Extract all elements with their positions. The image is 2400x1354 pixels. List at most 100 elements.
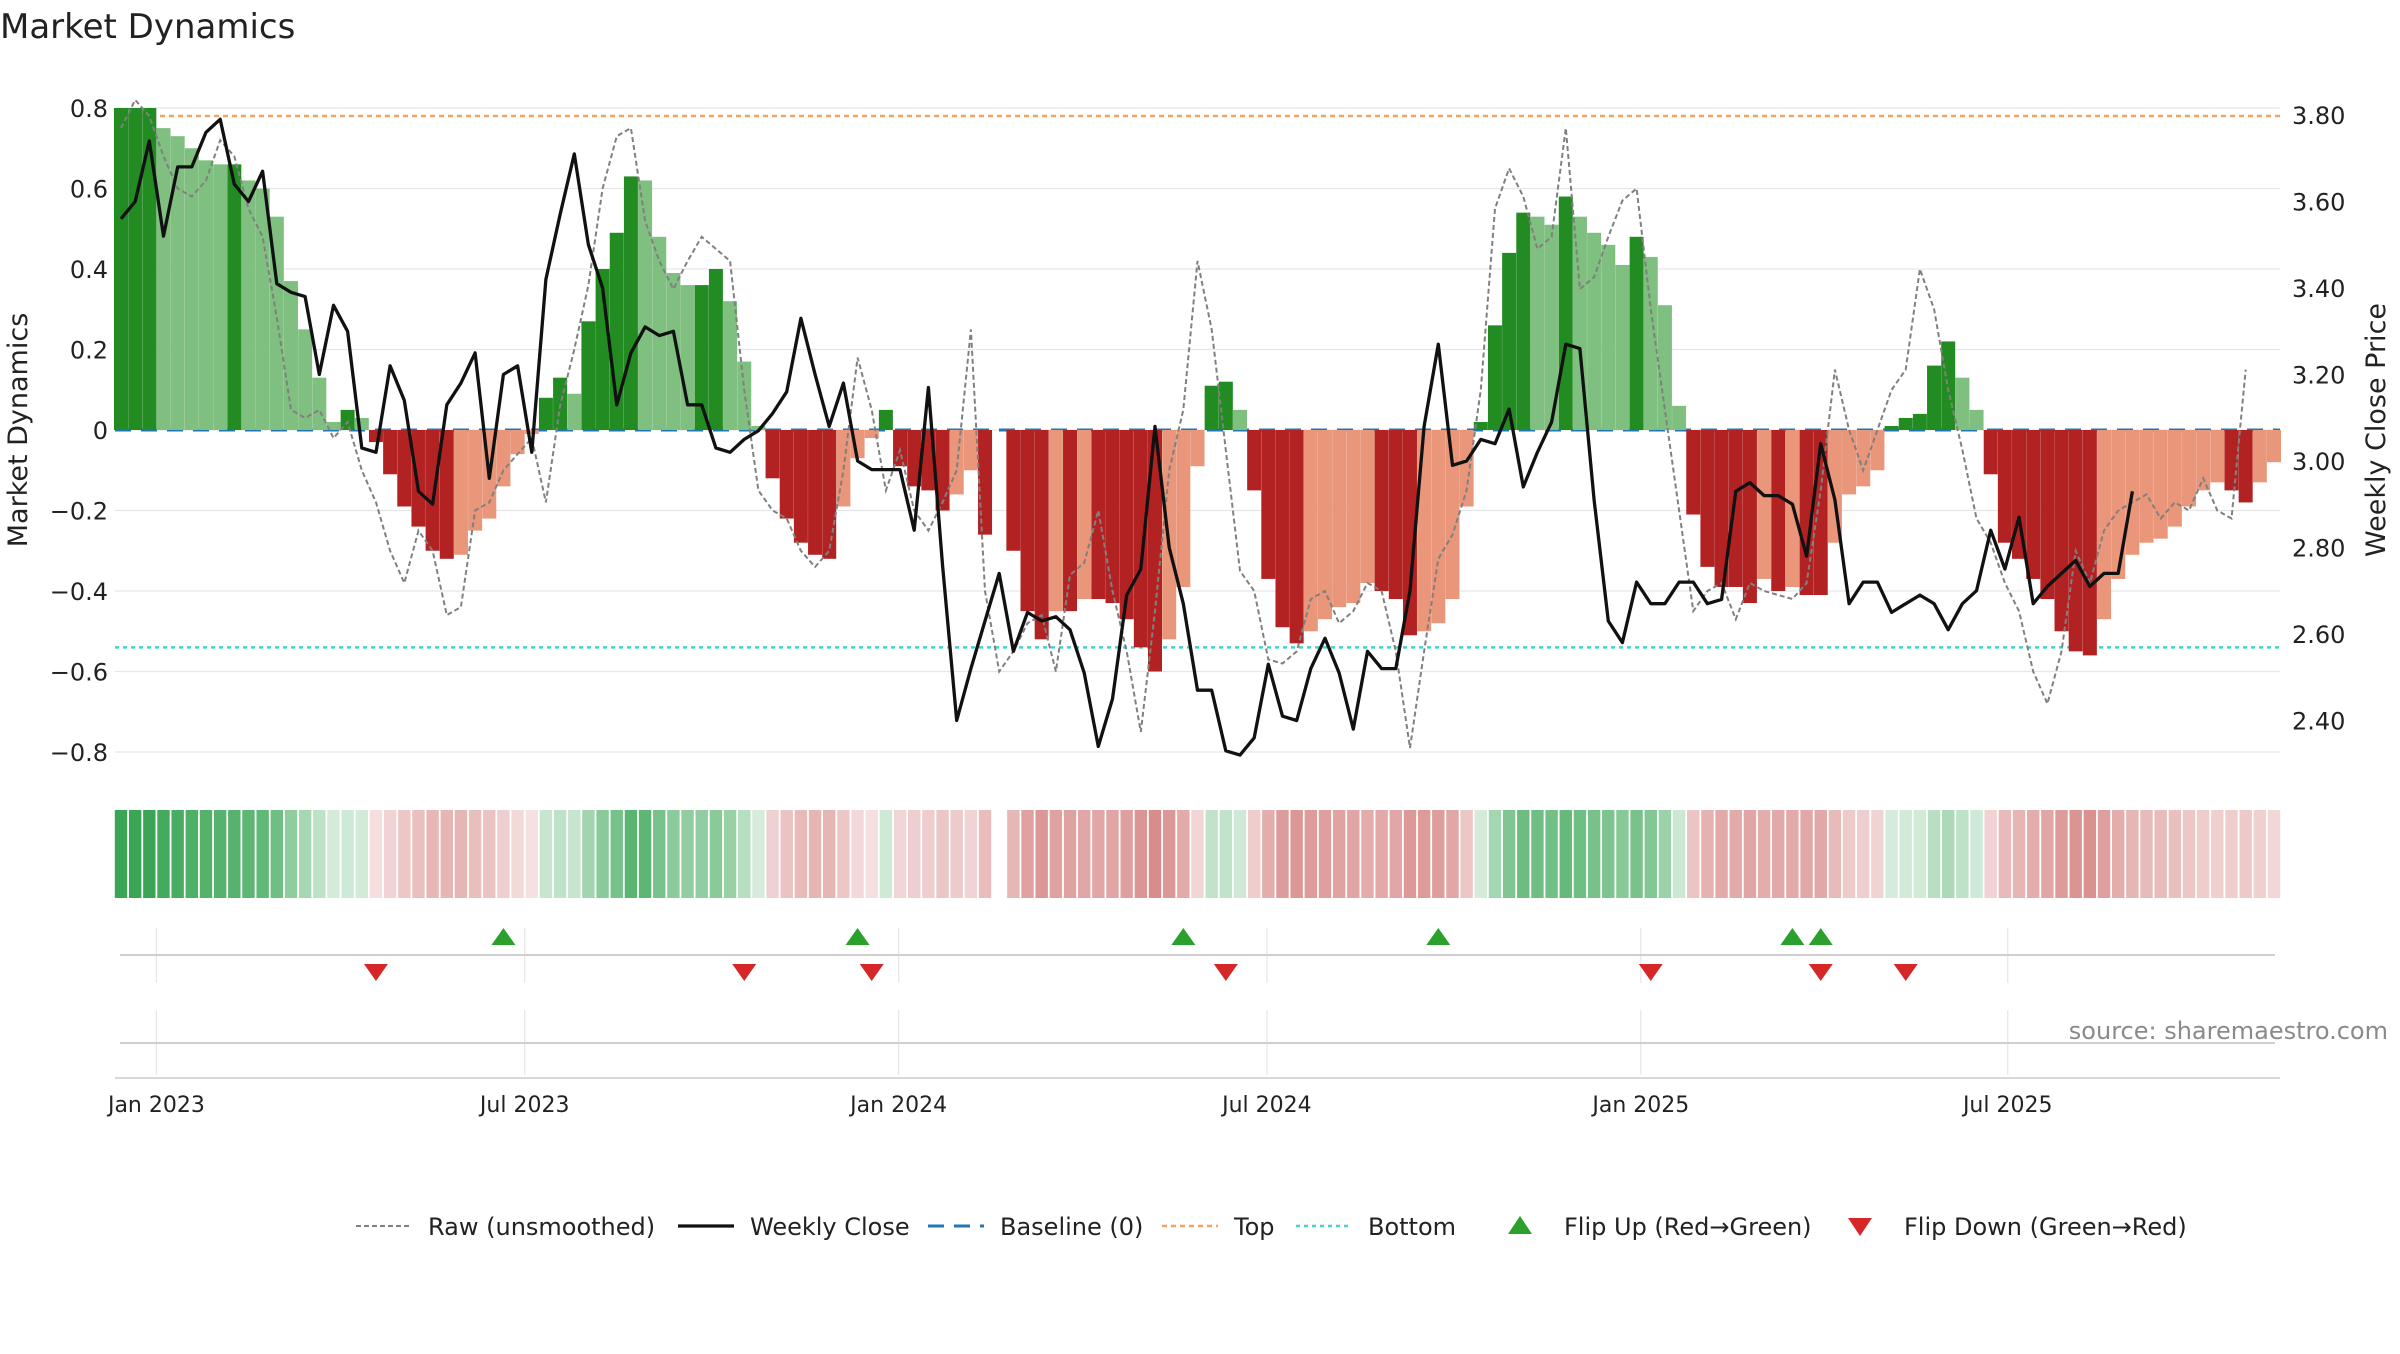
bar-14 — [312, 377, 327, 430]
left-tick-label-3: 0.2 — [70, 337, 108, 365]
bar-27 — [496, 430, 511, 487]
strip-cell-11 — [270, 810, 284, 898]
strip-cell-141 — [2111, 810, 2125, 898]
strip-cell-35 — [610, 810, 623, 898]
strip-cell-88 — [1361, 810, 1374, 898]
strip-cell-83 — [1290, 810, 1303, 898]
bar-37 — [638, 180, 653, 430]
source-watermark: source: sharemaestro.com — [2069, 1017, 2388, 1045]
bar-75 — [1176, 430, 1191, 587]
bar-16 — [340, 409, 355, 430]
strip-cell-45 — [752, 810, 765, 898]
strip-cell-46 — [766, 810, 779, 898]
strip-cell-96 — [1474, 810, 1487, 898]
strip-cell-17 — [355, 810, 368, 898]
right-tick-label-6: 2.60 — [2292, 621, 2345, 649]
bar-133 — [1997, 430, 2012, 543]
bar-22 — [425, 430, 440, 551]
close-series — [119, 117, 2135, 757]
close-line — [119, 117, 2135, 757]
bar-80 — [1247, 430, 1262, 491]
flip-down-marker-3 — [1213, 964, 1238, 981]
bar-147 — [2196, 430, 2211, 491]
strip-cell-134 — [2012, 810, 2026, 898]
strip-cell-137 — [2055, 810, 2068, 898]
strip-cell-148 — [2211, 810, 2224, 898]
legend: Raw (unsmoothed) Weekly Close Baseline (0)… — [356, 1213, 2187, 1241]
strip-cell-110 — [1672, 810, 1686, 898]
left-tick-label-5: −0.2 — [50, 498, 108, 526]
strip-cell-2 — [143, 810, 156, 898]
bar-139 — [2082, 430, 2097, 656]
strip-cell-72 — [1134, 810, 1148, 898]
strip-cell-130 — [1956, 810, 1969, 898]
signal-strip — [114, 810, 2281, 898]
bar-60 — [963, 430, 978, 471]
flip-down-marker-5 — [1808, 964, 1833, 981]
strip-cell-5 — [185, 810, 199, 898]
strip-cell-37 — [638, 810, 652, 898]
bar-91 — [1402, 430, 1417, 636]
bar-128 — [1927, 365, 1942, 430]
right-tick-label-4: 3.00 — [2292, 448, 2345, 476]
bar-72 — [1133, 430, 1148, 648]
bar-110 — [1672, 405, 1687, 430]
strip-cell-41 — [695, 810, 708, 898]
strip-cell-114 — [1729, 810, 1742, 898]
strip-cell-42 — [709, 810, 723, 898]
strip-cell-78 — [1219, 810, 1233, 898]
x-axis: Jan 2023 Jul 2023 Jan 2024 Jul 2024 Jan 2025… — [106, 1010, 2280, 1118]
chart-title: Market Dynamics — [0, 7, 295, 47]
strip-cell-108 — [1644, 810, 1657, 898]
strip-cell-59 — [950, 810, 963, 898]
strip-cell-151 — [2253, 810, 2267, 898]
raw-series — [120, 98, 2247, 749]
strip-cell-150 — [2239, 810, 2252, 898]
bar-54 — [878, 409, 893, 430]
flip-down-marker-0 — [363, 964, 388, 981]
bar-97 — [1487, 325, 1502, 430]
bar-148 — [2210, 430, 2225, 483]
bar-25 — [468, 430, 483, 531]
strip-cell-50 — [823, 810, 836, 898]
strip-cell-76 — [1191, 810, 1204, 898]
strip-cell-68 — [1077, 810, 1091, 898]
bar-43 — [723, 301, 738, 430]
strip-cell-102 — [1559, 810, 1572, 898]
x-tick-label-4: Jan 2025 — [1590, 1093, 1689, 1118]
bar-131 — [1969, 409, 1984, 430]
bar-77 — [1204, 385, 1219, 430]
strip-cell-8 — [228, 810, 241, 898]
bar-21 — [411, 430, 426, 527]
bar-70 — [1105, 430, 1120, 604]
strip-cell-105 — [1602, 810, 1615, 898]
bar-151 — [2252, 430, 2267, 483]
bar-32 — [567, 393, 582, 430]
legend-label-baseline: Baseline (0) — [1000, 1213, 1143, 1241]
strip-cell-129 — [1942, 810, 1955, 898]
strip-cell-112 — [1701, 810, 1714, 898]
strip-cell-22 — [426, 810, 439, 898]
bar-36 — [623, 176, 638, 430]
bar-117 — [1771, 430, 1786, 591]
flip-up-marker-1 — [845, 928, 870, 945]
strip-cell-6 — [199, 810, 213, 898]
strip-cell-99 — [1517, 810, 1530, 898]
legend-label-bottom: Bottom — [1368, 1213, 1456, 1241]
strip-cell-74 — [1162, 810, 1176, 898]
bar-6 — [198, 160, 213, 430]
bar-11 — [269, 216, 284, 430]
strip-cell-128 — [1927, 810, 1941, 898]
bar-100 — [1530, 216, 1545, 430]
left-tick-label-0: 0.8 — [70, 95, 108, 123]
strip-cell-149 — [2225, 810, 2238, 898]
right-tick-label-7: 2.40 — [2292, 708, 2345, 736]
strip-cell-14 — [313, 810, 326, 898]
bar-105 — [1601, 244, 1616, 430]
strip-cell-24 — [454, 810, 468, 898]
strip-cell-15 — [327, 810, 340, 898]
left-tick-label-4: 0 — [93, 417, 108, 445]
bar-7 — [213, 164, 228, 430]
strip-cell-66 — [1049, 810, 1063, 898]
strip-cell-25 — [468, 810, 482, 898]
